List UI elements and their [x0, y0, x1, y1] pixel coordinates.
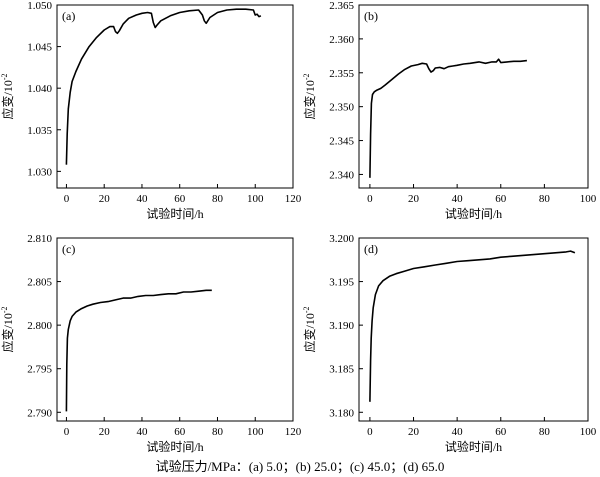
x-tick-label: 60: [495, 193, 507, 205]
x-tick-label: 20: [408, 193, 420, 205]
strain-series-line: [369, 250, 576, 402]
y-tick-label: 2.355: [329, 68, 354, 80]
y-tick-label: 2.790: [27, 407, 52, 419]
chart-panel-c: 0 20 40 60 80 100 120 2.790 2.795 2.800 2.805 2.810…: [0, 233, 302, 454]
chart-panel-b: 0 20 40 60 80 100 2.340 2.345 2.350 2.355 2.360 2.3…: [302, 0, 597, 221]
y-axis-label: 应变/10-2: [0, 306, 15, 352]
x-tick-label: 80: [212, 426, 224, 438]
strain-series-line: [65, 289, 212, 412]
y-axis-label-exponent: -2: [0, 306, 9, 313]
y-tick-label: 1.040: [27, 83, 52, 95]
y-tick-label: 1.035: [27, 125, 52, 137]
y-axis-label: 应变/10-2: [302, 306, 317, 352]
x-tick-label: 80: [539, 426, 551, 438]
y-tick-label: 3.185: [329, 364, 354, 376]
x-tick-label: 120: [285, 426, 302, 438]
x-tick-label: 20: [99, 426, 111, 438]
y-tick-label: 2.345: [329, 136, 354, 148]
y-tick-label: 2.350: [329, 102, 354, 114]
y-tick-label: 1.045: [27, 42, 52, 54]
x-tick-label: 100: [580, 193, 597, 205]
x-tick-label: 20: [99, 193, 111, 205]
y-tick-label: 2.800: [27, 320, 52, 332]
x-tick-label: 20: [408, 426, 420, 438]
x-tick-label: 40: [136, 426, 148, 438]
figure-caption: 试验压力/MPa：(a) 5.0；(b) 25.0；(c) 45.0；(d) 6…: [155, 459, 445, 474]
x-tick-label: 100: [247, 426, 264, 438]
x-axis-label: 试验时间/h: [146, 439, 203, 454]
y-tick-label: 3.200: [329, 233, 354, 245]
y-tick-label: 1.030: [27, 166, 52, 178]
y-tick-label: 2.360: [329, 34, 354, 46]
y-tick-label: 2.795: [27, 364, 52, 376]
x-tick-label: 0: [64, 193, 70, 205]
chart-panel-a: 0 20 40 60 80 100 120 1.030 1.035 1.040 1.045 1.050…: [0, 0, 302, 221]
y-tick-label: 1.050: [27, 0, 52, 12]
panel-label: (b): [364, 9, 378, 23]
plot-frame: [56, 237, 294, 422]
x-tick-label: 40: [452, 193, 464, 205]
x-tick-label: 40: [452, 426, 464, 438]
x-tick-label: 0: [367, 426, 373, 438]
plot-frame: [358, 237, 589, 422]
y-tick-label: 2.365: [329, 0, 354, 12]
panel-label: (d): [364, 242, 378, 256]
x-tick-label: 0: [367, 193, 373, 205]
x-tick-label: 40: [136, 193, 148, 205]
strain-series-line: [369, 58, 527, 178]
x-tick-label: 120: [285, 193, 302, 205]
y-tick-label: 3.180: [329, 407, 354, 419]
y-axis-label-exponent: -2: [302, 306, 311, 313]
x-tick-label: 80: [539, 193, 551, 205]
panel-label: (c): [62, 242, 75, 256]
x-tick-label: 100: [580, 426, 597, 438]
x-tick-label: 60: [495, 426, 507, 438]
x-tick-label: 100: [247, 193, 264, 205]
x-axis-label: 试验时间/h: [146, 206, 203, 221]
y-tick-label: 2.805: [27, 277, 52, 289]
y-axis-label: 应变/10-2: [0, 73, 15, 119]
y-tick-label: 3.195: [329, 277, 354, 289]
y-tick-label: 2.340: [329, 169, 354, 181]
y-tick-label: 2.810: [27, 233, 52, 245]
strain-series-line: [65, 8, 262, 165]
x-tick-label: 0: [64, 426, 70, 438]
x-tick-label: 60: [174, 193, 186, 205]
x-axis-label: 试验时间/h: [445, 439, 502, 454]
y-tick-label: 3.190: [329, 320, 354, 332]
y-axis-label: 应变/10-2: [302, 73, 317, 119]
y-axis-label-exponent: -2: [302, 73, 311, 80]
x-tick-label: 60: [174, 426, 186, 438]
x-tick-label: 80: [212, 193, 224, 205]
plot-frame: [358, 4, 589, 189]
y-axis-label-exponent: -2: [0, 73, 9, 80]
plot-frame: [56, 4, 294, 189]
x-axis-label: 试验时间/h: [445, 206, 502, 221]
chart-panel-d: 0 20 40 60 80 100 3.180 3.185 3.190 3.195 3.200 试验时…: [302, 233, 597, 454]
panel-label: (a): [62, 9, 75, 23]
